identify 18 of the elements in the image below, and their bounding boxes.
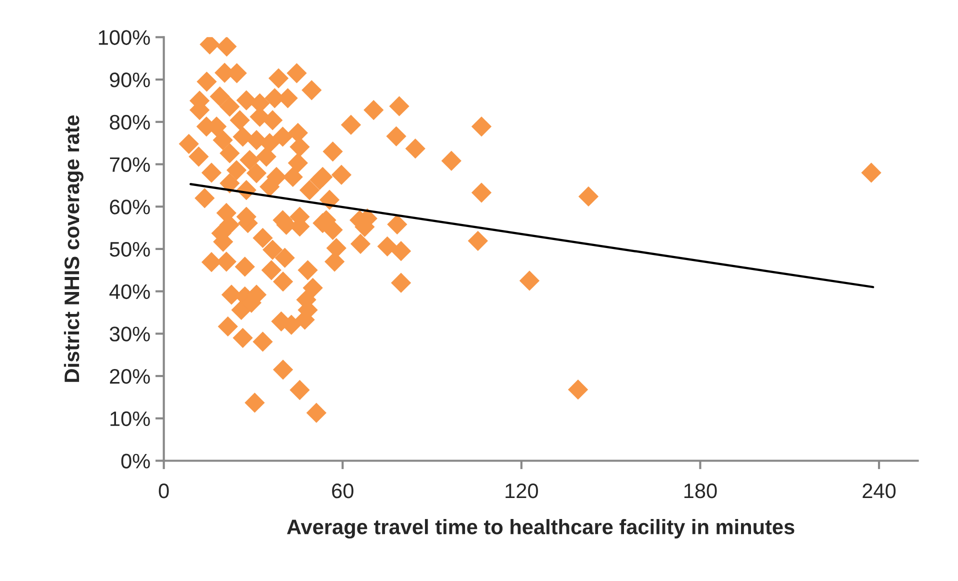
y-tick-label: 0% bbox=[121, 454, 150, 468]
x-axis-title: Average travel time to healthcare facility in minutes bbox=[286, 519, 794, 539]
x-tick-label: 120 bbox=[506, 484, 538, 498]
y-tick-label: 10% bbox=[110, 411, 150, 426]
y-tick-label: 90% bbox=[110, 72, 150, 88]
x-tick-label: 60 bbox=[332, 484, 354, 498]
y-tick-label: 100% bbox=[98, 30, 150, 45]
x-tick-label: 240 bbox=[862, 484, 896, 498]
y-tick-label: 60% bbox=[110, 200, 150, 214]
y-axis-title: District NHIS coverage rate bbox=[64, 115, 84, 382]
y-tick-label: 40% bbox=[109, 284, 150, 300]
x-tick-label: 0 bbox=[158, 484, 169, 498]
x-tick-label: 180 bbox=[684, 484, 717, 498]
y-tick-label: 20% bbox=[110, 369, 150, 384]
y-tick-label: 30% bbox=[110, 326, 150, 342]
y-tick-label: 70% bbox=[110, 157, 150, 172]
y-tick-label: 50% bbox=[110, 242, 150, 257]
y-tick-label: 80% bbox=[110, 114, 150, 130]
